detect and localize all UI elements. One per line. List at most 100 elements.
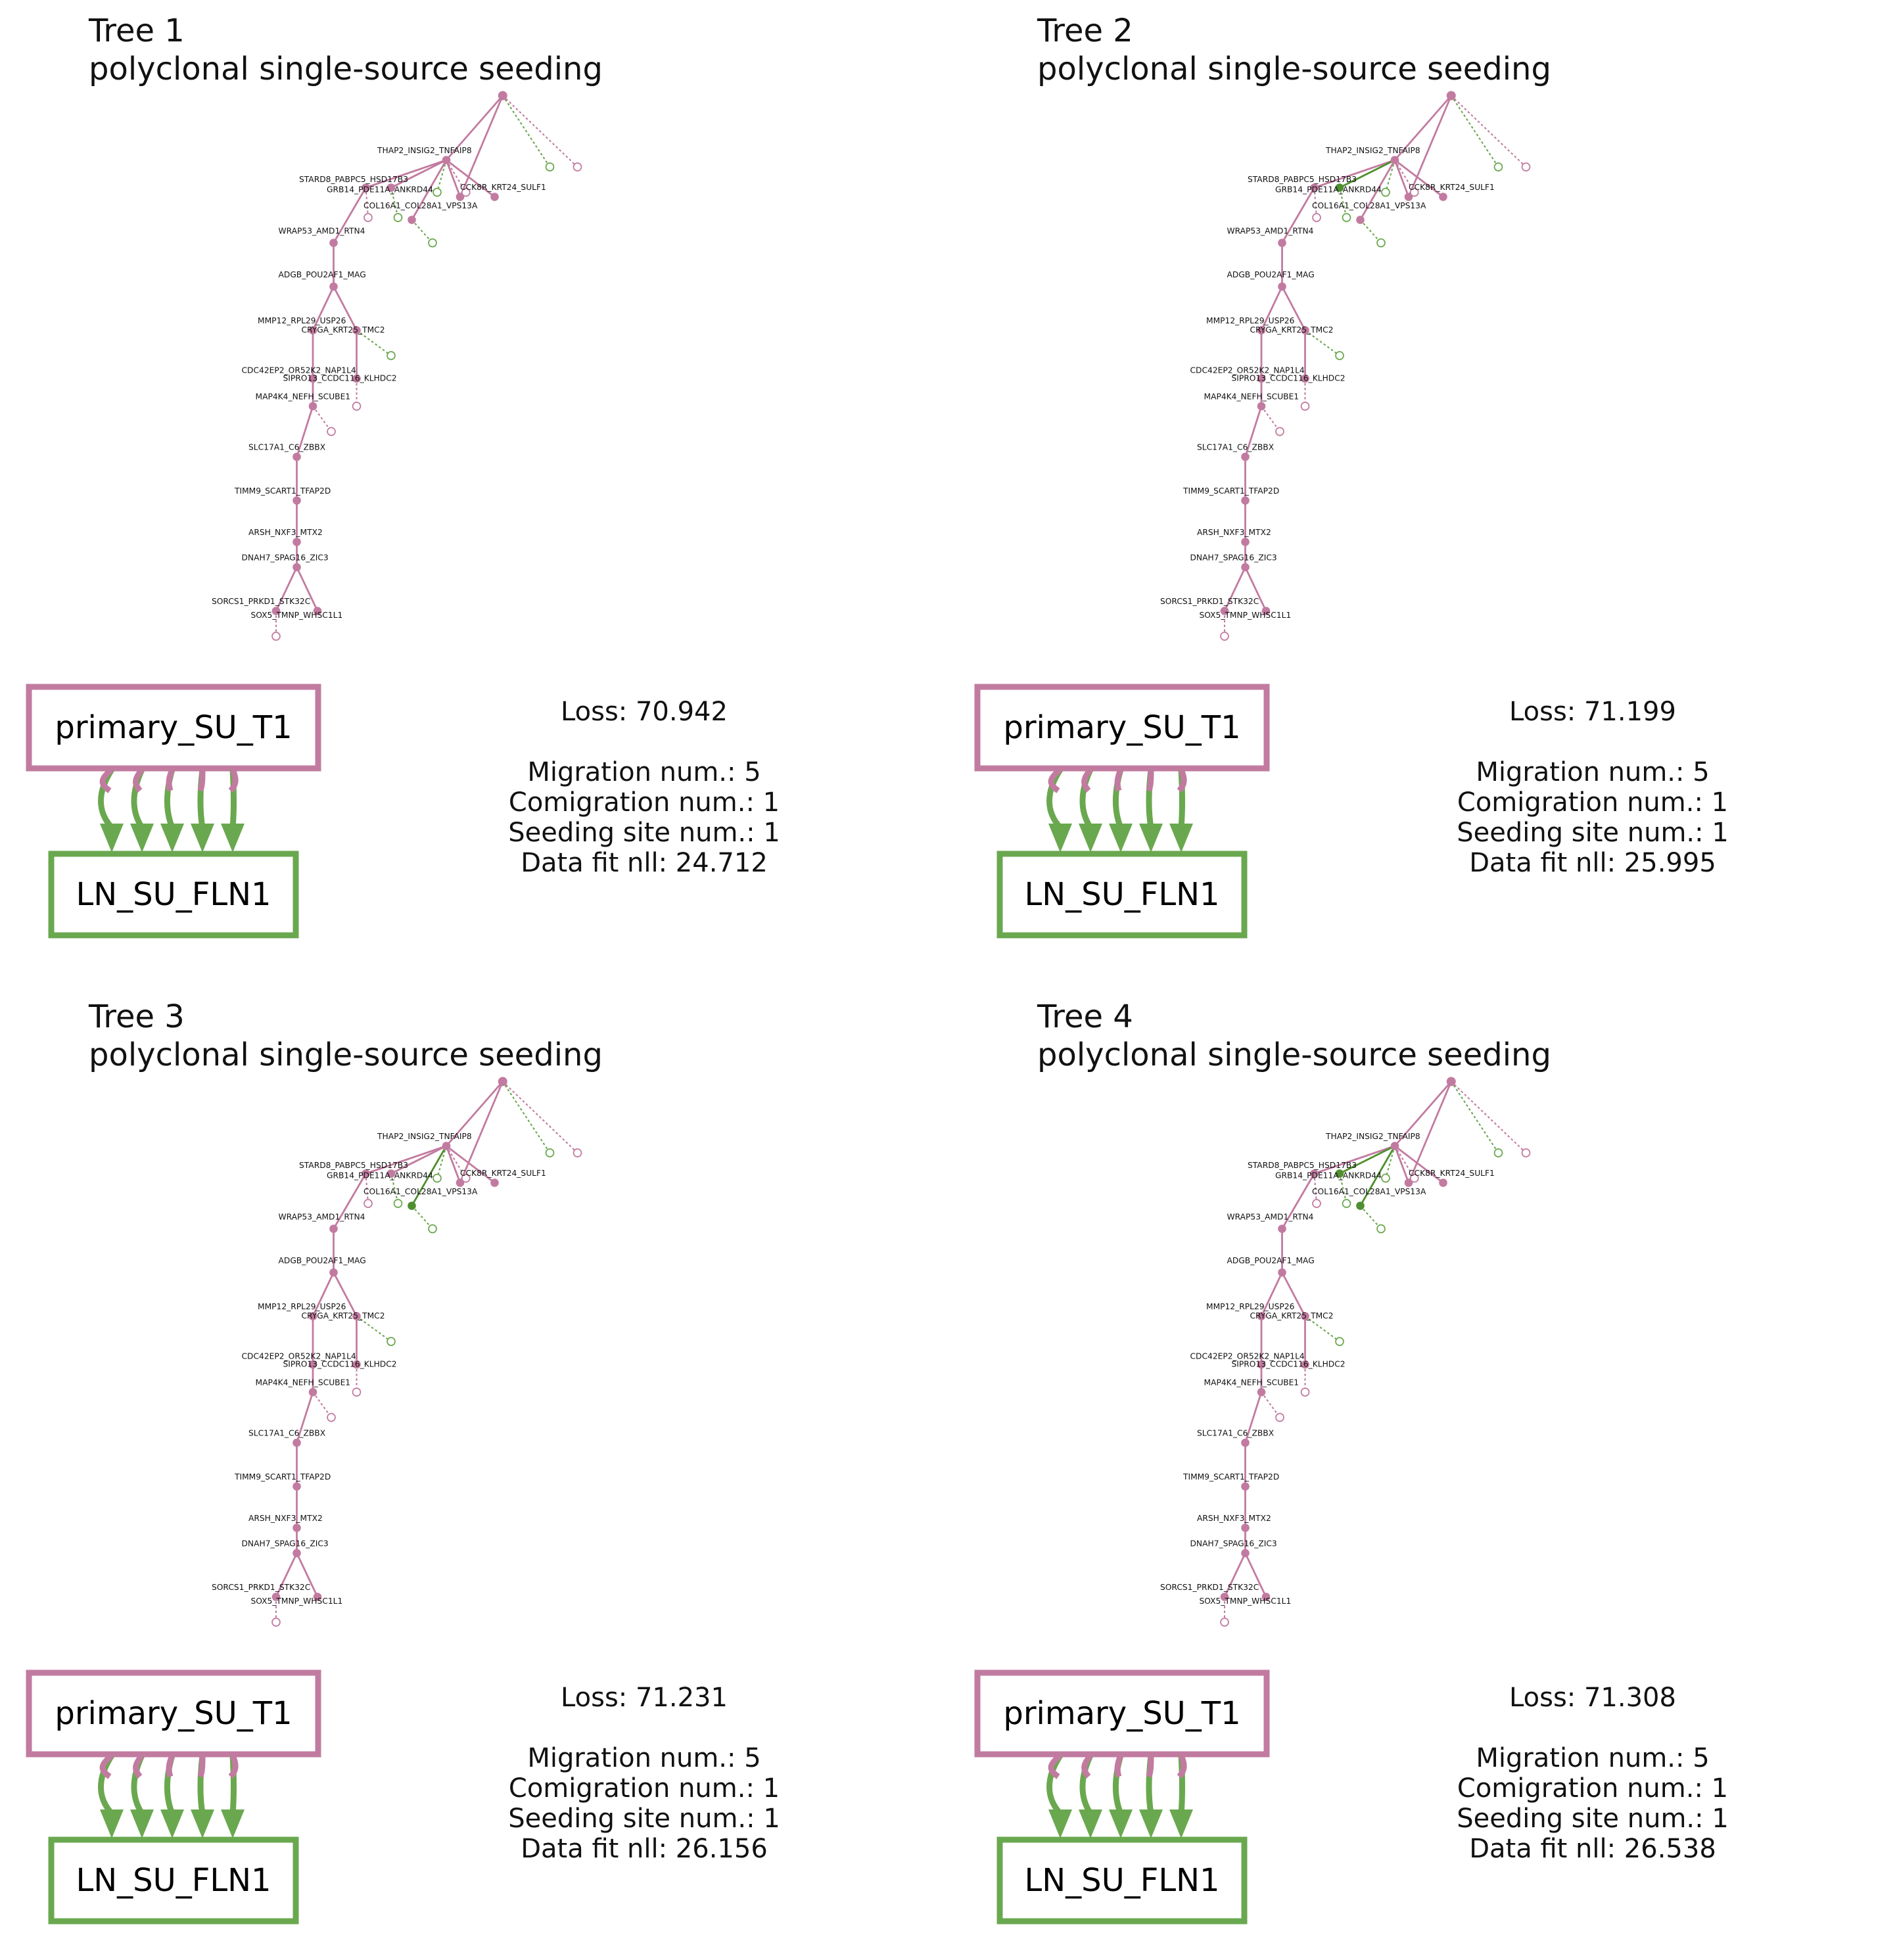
clone-node [1241, 538, 1250, 546]
tree-edge [411, 1145, 448, 1207]
clone-label: GRB14_PDE11A_ANKRD44 [1275, 1171, 1382, 1180]
clone-label: CCK8R_KRT24_SULF1 [460, 183, 546, 192]
clone-node [271, 1593, 281, 1601]
tree-edge [1281, 286, 1306, 331]
clone-node [1310, 1169, 1319, 1178]
leaf-node [1220, 1618, 1229, 1627]
clone-node [490, 193, 499, 201]
clone-node [313, 607, 322, 615]
arrow-head [191, 824, 214, 852]
tree-edge [1407, 1081, 1453, 1184]
clone-label: GRB14_PDE11A_ANKRD44 [1275, 185, 1382, 195]
migration-edge [1261, 406, 1280, 432]
clone-node [1446, 91, 1456, 101]
clone-node [352, 374, 361, 383]
migration-edge [446, 1145, 467, 1179]
tree-edge [1339, 159, 1395, 189]
clone-label: SIPRO13_CCDC116_KLHDC2 [1232, 1360, 1346, 1369]
tree-edge [1244, 1391, 1263, 1443]
clone-label: COL16A1_COL28A1_VPS13A [363, 201, 478, 210]
comigration-number: Comigration num.: 1 [508, 787, 780, 818]
clone-label: ARSH_NXF3_MTX2 [248, 1514, 323, 1523]
arrow-head [1079, 824, 1102, 852]
clone-label: CDC42EP2_OR52K2_NAP1L4 [242, 365, 356, 375]
tree-edge [1393, 160, 1410, 197]
comigration-number: Comigration num.: 1 [1457, 787, 1729, 818]
leaf-node [1342, 1199, 1351, 1208]
leaf-node [386, 351, 396, 360]
tree-edge [1244, 567, 1267, 612]
tree-edge [1244, 1552, 1267, 1598]
seeding-pattern: polyclonal single-source seeding [1037, 51, 1551, 87]
clone-label: ARSH_NXF3_MTX2 [248, 528, 323, 537]
clone-label: COL16A1_COL28A1_VPS13A [363, 1187, 478, 1196]
clone-node [1220, 1593, 1229, 1601]
leaf-node [573, 162, 582, 172]
migration-edge [1338, 187, 1347, 218]
migration-edge [436, 160, 448, 193]
clone-label: ARSH_NXF3_MTX2 [1197, 528, 1271, 537]
migration-arrow-tail [166, 768, 176, 792]
clone-label: MMP12_RPL29_USP26 [258, 316, 346, 325]
clone-label: SLC17A1_C6_ZBBX [1197, 443, 1275, 452]
clone-label: DNAH7_SPAG16_ZIC3 [242, 553, 329, 563]
migration-edge [390, 1173, 399, 1204]
clone-label: ADGB_POU2AF1_MAG [1227, 270, 1315, 279]
clone-node [498, 1077, 507, 1086]
clone-label: CRYGA_KRT25_TMC2 [1250, 1311, 1334, 1320]
migration-arrow-tail [1048, 767, 1062, 793]
target-site-label: LN_SU_FLN1 [76, 1862, 271, 1899]
clone-node [1335, 1169, 1344, 1178]
clone-label: SOX5_TMNP_WHSC1L1 [1200, 611, 1292, 620]
migration-edge [502, 1081, 551, 1154]
arrow-head [1079, 1809, 1102, 1838]
tree-edge [1260, 286, 1283, 331]
clone-label: DNAH7_SPAG16_ZIC3 [1190, 1539, 1277, 1549]
migration-edge [365, 187, 369, 218]
leaf-node [1376, 238, 1386, 248]
tree-edge [1393, 95, 1452, 161]
loss-value: Loss: 70.942 [561, 697, 728, 727]
stats-block: Loss: 70.942 Migration num.: 5 Comigrati… [460, 697, 828, 878]
clone-node [386, 183, 396, 192]
target-site-label: LN_SU_FLN1 [76, 876, 271, 913]
clone-node [329, 239, 338, 247]
migration-edge [1338, 1173, 1347, 1204]
clone-label: STARD8_PABPC5_HSD17B3 [1248, 175, 1357, 184]
clone-label: COL16A1_COL28A1_VPS13A [1312, 1187, 1426, 1196]
source-site-label: primary_SU_T1 [55, 709, 292, 746]
clone-node [293, 1549, 301, 1558]
migration-edge [411, 219, 433, 244]
clone-label: WRAP53_AMD1_RTN4 [1227, 227, 1314, 236]
migration-edge [446, 159, 467, 193]
migration-arrow-tail [1114, 768, 1124, 792]
tree-edge [446, 1145, 496, 1184]
clone-label: DNAH7_SPAG16_ZIC3 [1190, 553, 1277, 563]
migration-graph: primary_SU_T1 LN_SU_FLN1 [974, 684, 1270, 939]
tree-edge [1394, 1145, 1444, 1184]
tree-panel-1: Tree 1 polyclonal single-source seeding T… [0, 0, 948, 974]
tree-edge [1223, 1552, 1246, 1598]
migration-arrow-tail [133, 1754, 145, 1779]
tree-edge [446, 159, 496, 198]
leaf-node [433, 1173, 442, 1183]
data-fit-nll: Data fit nll: 26.538 [1469, 1834, 1716, 1864]
clone-label: SIPRO13_CCDC116_KLHDC2 [1232, 374, 1346, 383]
clone-node [1446, 1077, 1456, 1086]
tree-edge [1260, 1272, 1283, 1317]
tree-edge [1407, 95, 1453, 198]
clone-node [362, 183, 370, 192]
migration-arrow-tail [228, 768, 239, 793]
clone-node [1220, 607, 1229, 615]
source-site-label: primary_SU_T1 [1003, 1695, 1240, 1732]
tree-edge [296, 567, 319, 612]
migration-edge [1394, 1145, 1415, 1179]
clone-label: CDC42EP2_OR52K2_NAP1L4 [1190, 365, 1305, 375]
source-site-label: primary_SU_T1 [1003, 709, 1240, 746]
clone-node [293, 538, 301, 546]
seeding-site-number: Seeding site num.: 1 [508, 1804, 780, 1834]
migration-number: Migration num.: 5 [527, 1743, 761, 1773]
migration-graph: primary_SU_T1 LN_SU_FLN1 [26, 684, 321, 939]
clone-label: WRAP53_AMD1_RTN4 [1227, 1213, 1314, 1222]
leaf-node [352, 1388, 362, 1397]
